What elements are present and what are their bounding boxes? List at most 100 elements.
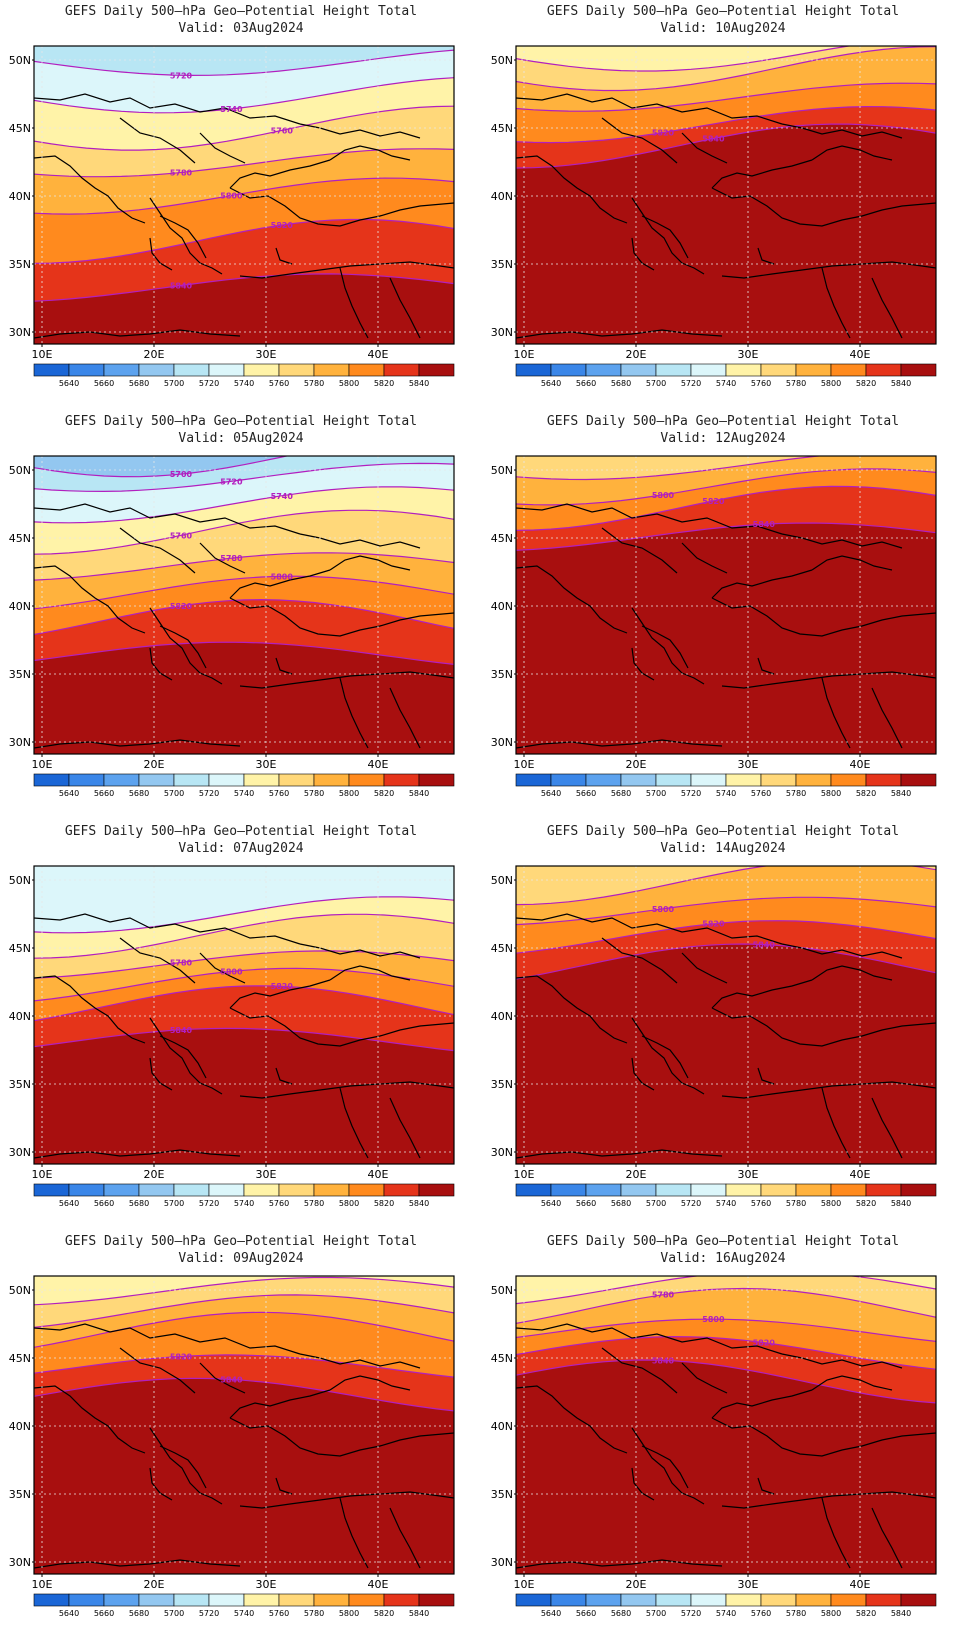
- colorbar-label: 5740: [716, 1199, 736, 1208]
- map-area: 5820 5840 50N 45N 40N 35N 30N 10E 20E 30E 40E 5640 5…: [482, 38, 964, 410]
- colorbar-cell: [208, 1593, 245, 1607]
- map-panel: GEFS Daily 500–hPa Geo–Potential Height …: [0, 820, 482, 1230]
- height-map-svg: 5700 5720 5740 5760 5780 5800 5820 50N 45N 40N 35N…: [9, 455, 455, 798]
- colorbar-label: 5660: [576, 789, 596, 798]
- colorbar-cell: [138, 1593, 175, 1607]
- lat-label: 50N: [9, 54, 31, 67]
- map-panel: GEFS Daily 500–hPa Geo–Potential Height …: [482, 0, 964, 410]
- colorbar-cell: [173, 773, 210, 787]
- colorbar-label: 5640: [59, 1199, 79, 1208]
- colorbar-label: 5700: [646, 789, 666, 798]
- colorbar-label: 5780: [786, 1199, 806, 1208]
- colorbar-label: 5800: [339, 1609, 359, 1618]
- colorbar-label: 5780: [304, 1609, 324, 1618]
- coastline: [631, 1467, 655, 1501]
- colorbar-cell: [383, 773, 420, 787]
- coastline: [199, 132, 246, 164]
- colorbar-label: 5720: [199, 1609, 219, 1618]
- map-area: 5820 5840 50N 45N 40N 35N 30N 10E 20E 30E 40E 5640 5…: [0, 1268, 482, 1640]
- contour-line: [34, 1027, 454, 1052]
- coastline: [229, 159, 331, 189]
- coastline: [601, 117, 678, 164]
- coastline: [681, 952, 728, 984]
- lat-label: 45N: [9, 1352, 31, 1365]
- contour-line: [34, 273, 454, 302]
- contour-label: 5800: [271, 572, 294, 581]
- colorbar-cell: [383, 1183, 420, 1197]
- contour-label: 5820: [271, 982, 294, 991]
- coastline: [119, 937, 196, 984]
- colorbar-cell: [585, 773, 622, 787]
- coastline: [631, 607, 705, 685]
- map-frame: [515, 455, 937, 755]
- colorbar-label: 5640: [59, 379, 79, 388]
- colorbar-cell: [760, 773, 797, 787]
- coastline: [641, 215, 689, 259]
- lon-label: 10E: [514, 348, 535, 361]
- coastline: [149, 1057, 173, 1091]
- colorbar-label: 5700: [646, 379, 666, 388]
- colorbar-cell: [865, 773, 902, 787]
- colorbar-label: 5740: [234, 379, 254, 388]
- colorbar-label: 5740: [716, 789, 736, 798]
- colorbar-cell: [690, 1183, 727, 1197]
- lon-label: 40E: [368, 1578, 389, 1591]
- lon-label: 10E: [32, 758, 53, 771]
- colorbar-cell: [830, 1183, 867, 1197]
- coastline: [516, 913, 783, 945]
- colorbar-cell: [620, 773, 657, 787]
- contour-label: 5840: [170, 1026, 193, 1035]
- coastline: [681, 542, 728, 574]
- height-band: [34, 1378, 454, 1574]
- colorbar-cell: [68, 1593, 105, 1607]
- contour-label: 5840: [753, 941, 776, 950]
- coastline: [516, 93, 783, 125]
- lat-label: 50N: [9, 874, 31, 887]
- colorbar-label: 5840: [409, 1199, 429, 1208]
- lat-label: 45N: [491, 532, 513, 545]
- colorbar-label: 5800: [821, 1609, 841, 1618]
- colorbar-cell: [33, 1183, 70, 1197]
- colorbar-label: 5780: [304, 379, 324, 388]
- coastline: [229, 569, 331, 599]
- contour-line: [34, 552, 454, 581]
- coastline: [631, 1427, 705, 1505]
- lat-label: 40N: [9, 1420, 31, 1433]
- colorbar-label: 5660: [576, 1199, 596, 1208]
- colorbar-cell: [760, 363, 797, 377]
- height-band: [516, 523, 936, 754]
- colorbar-cell: [795, 363, 832, 377]
- coastline: [631, 197, 705, 275]
- colorbar-cell: [208, 1183, 245, 1197]
- colorbar-label: 5680: [611, 1609, 631, 1618]
- colorbar-cell: [655, 363, 692, 377]
- panel-title: GEFS Daily 500–hPa Geo–Potential Height …: [64, 1234, 418, 1249]
- colorbar-cell: [208, 773, 245, 787]
- lon-label: 30E: [738, 348, 759, 361]
- contour-line: [516, 1359, 936, 1404]
- coastline: [516, 503, 783, 535]
- contour-line: [516, 1335, 936, 1370]
- coastline: [34, 739, 241, 749]
- colorbar-label: 5760: [269, 1199, 289, 1208]
- coastline: [329, 1375, 411, 1391]
- contour-line: [516, 1276, 936, 1305]
- map-field: 5800 5820 5840: [516, 456, 936, 754]
- colorbar-label: 5660: [576, 1609, 596, 1618]
- colorbar-label: 5740: [716, 379, 736, 388]
- height-map-svg: 5720 5740 5760 5780 5800 5820 5840 50N 45N 40N 35N…: [9, 45, 455, 388]
- lon-label: 30E: [256, 348, 277, 361]
- colorbar-label: 5720: [681, 379, 701, 388]
- colorbar-label: 5760: [751, 1609, 771, 1618]
- colorbar-label: 5740: [716, 1609, 736, 1618]
- lat-label: 50N: [491, 1284, 513, 1297]
- lat-label: 35N: [491, 1078, 513, 1091]
- colorbar-label: 5800: [821, 379, 841, 388]
- map-frame: [33, 455, 455, 755]
- coastline: [329, 555, 411, 571]
- coastline: [711, 979, 813, 1009]
- contour-line: [516, 920, 936, 954]
- contour-label: 5820: [271, 221, 294, 230]
- colorbar-label: 5780: [786, 789, 806, 798]
